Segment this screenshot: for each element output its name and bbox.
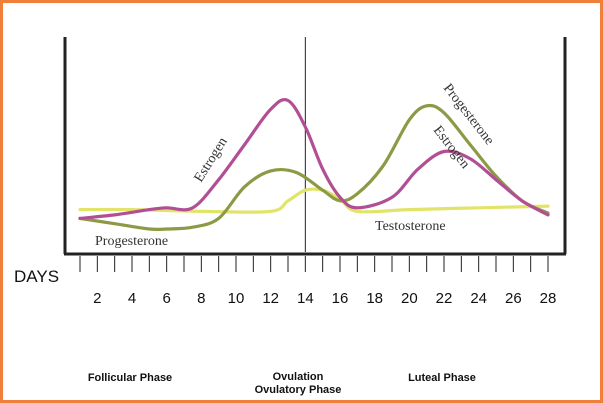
x-tick-label: 8 [197,290,205,307]
label-estrogen-follicular: Estrogen [192,135,231,185]
phase-follicular: Follicular Phase [88,372,172,384]
label-progesterone-follicular: Progesterone [95,234,168,249]
x-tick-label: 14 [297,290,314,307]
x-tick-label: 2 [93,290,101,307]
label-testosterone: Testosterone [375,219,446,234]
x-tick-label: 4 [128,290,136,307]
x-tick-label: 12 [262,290,279,307]
phase-luteal: Luteal Phase [408,372,476,384]
series-lines [78,97,550,232]
x-tick-label: 18 [366,290,383,307]
x-axis-label: DAYS [14,267,59,286]
series-line-progesterone [78,103,550,232]
phase-ovulation: Ovulation [273,371,324,383]
phase-ovulatory: Ovulatory Phase [255,384,342,396]
x-tick-label: 22 [436,290,453,307]
x-tick-label: 20 [401,290,418,307]
x-tick-label: 16 [332,290,349,307]
x-tick-label: 28 [540,290,557,307]
x-tick-label: 24 [470,290,487,307]
series-line-testosterone [78,187,550,214]
label-estrogen-luteal: Estrogen [430,123,472,171]
x-ticks [79,256,549,272]
series-line-estrogen [78,97,550,220]
x-tick-label: 10 [228,290,245,307]
x-tick-label: 6 [162,290,170,307]
x-tick-label: 26 [505,290,522,307]
x-tick-labels: 2 4 6 8 10 12 14 16 18 20 22 24 26 28 [93,290,556,307]
